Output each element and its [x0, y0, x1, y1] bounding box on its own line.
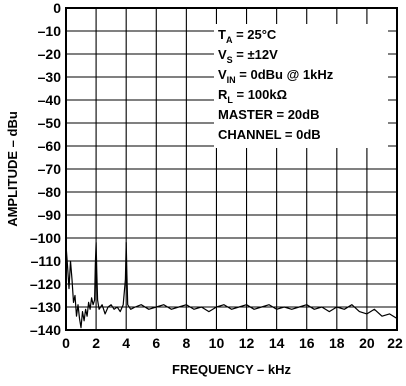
- condition-line: VS = ±12V: [218, 47, 278, 65]
- x-tick-label: 14: [269, 335, 285, 351]
- conditions-box-background: [214, 24, 388, 148]
- y-tick-label: –110: [31, 253, 62, 269]
- x-tick-label: 8: [182, 335, 190, 351]
- y-tick-label: –50: [38, 115, 62, 131]
- y-axis-title: AMPLITUDE – dBu: [5, 111, 20, 227]
- condition-line: CHANNEL = 0dB: [218, 127, 321, 142]
- x-tick-label: 6: [152, 335, 160, 351]
- y-tick-label: –70: [38, 161, 62, 177]
- y-tick-label: –30: [38, 69, 62, 85]
- x-tick-label: 4: [122, 335, 130, 351]
- y-tick-label: –20: [38, 46, 62, 62]
- condition-line: VIN = 0dBu @ 1kHz: [218, 67, 334, 85]
- y-tick-label: –120: [30, 276, 61, 292]
- y-tick-labels: 0 –10 –20 –30 –40 –50 –60 –70 –80 –90 –100 –110 –120…: [30, 0, 61, 338]
- x-tick-label: 22: [387, 335, 403, 351]
- y-tick-label: –90: [38, 207, 62, 223]
- condition-line: MASTER = 20dB: [218, 107, 320, 122]
- x-tick-label: 10: [209, 335, 225, 351]
- y-tick-label: –140: [30, 322, 61, 338]
- x-tick-label: 16: [299, 335, 315, 351]
- condition-line: TA = 25°C: [218, 27, 277, 45]
- y-tick-label: –40: [38, 92, 62, 108]
- plot-frame: [65, 7, 398, 331]
- y-tick-label: –10: [38, 23, 62, 39]
- y-tick-label: –130: [30, 299, 61, 315]
- y-tick-label: –100: [30, 230, 61, 246]
- y-tick-label: –80: [38, 184, 62, 200]
- conditions-box: TA = 25°C VS = ±12V VIN = 0dBu @ 1kHz RL = …: [214, 24, 388, 148]
- x-axis-title: FREQUENCY – kHz: [172, 362, 291, 377]
- y-tick-label: –60: [38, 138, 62, 154]
- x-tick-label: 20: [359, 335, 375, 351]
- x-tick-label: 12: [239, 335, 255, 351]
- series-line: [65, 242, 398, 329]
- x-tick-label: 2: [92, 335, 100, 351]
- y-tick-label: 0: [53, 0, 61, 16]
- x-tick-label: 0: [62, 335, 70, 351]
- condition-line: RL = 100kΩ: [218, 87, 287, 105]
- series-layer: [65, 242, 398, 329]
- x-tick-label: 18: [329, 335, 345, 351]
- x-tick-labels: 0 2 4 6 8 10 12 14 16 18 20 22: [62, 335, 403, 351]
